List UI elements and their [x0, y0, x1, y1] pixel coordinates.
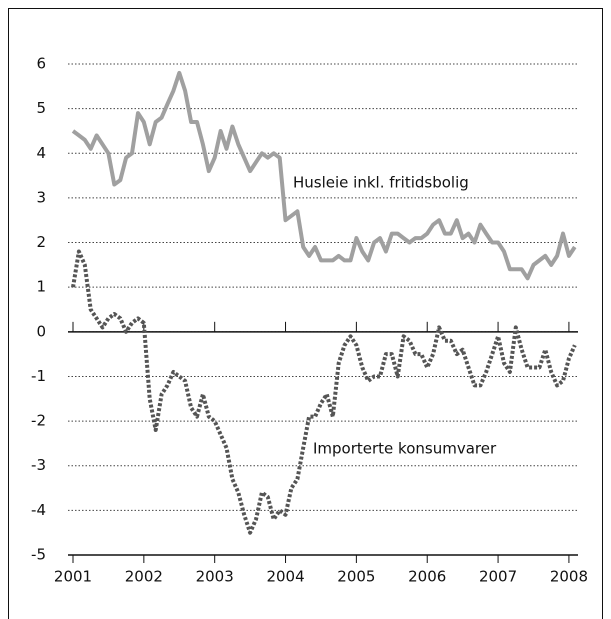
y-tick-label: 1	[36, 278, 46, 296]
series-line	[71, 70, 577, 281]
x-tick-label: 2007	[479, 568, 517, 586]
y-tick-label: 4	[36, 144, 46, 162]
frame	[8, 8, 603, 619]
y-tick-label: -4	[31, 501, 46, 519]
x-tick-label: 2006	[408, 568, 446, 586]
series-label: Husleie inkl. fritidsbolig	[293, 174, 469, 192]
x-tick-label: 2003	[196, 568, 234, 586]
y-tick-label: 3	[36, 188, 46, 206]
x-tick-label: 2001	[54, 568, 92, 586]
series-label: Importerte konsumvarer	[313, 440, 497, 458]
y-tick-label: 6	[36, 55, 46, 73]
x-tick-label: 2005	[337, 568, 375, 586]
y-tick-label: 0	[36, 322, 46, 340]
series-line	[71, 249, 577, 535]
y-tick-label: -2	[31, 412, 46, 430]
x-tick-label: 2004	[266, 568, 304, 586]
y-tick-label: -5	[31, 546, 46, 564]
y-tick-label: -1	[31, 367, 46, 385]
y-tick-label: 5	[36, 99, 46, 117]
y-tick-label: 2	[36, 233, 46, 251]
y-tick-label: -3	[31, 456, 46, 474]
x-tick-label: 2008	[550, 568, 588, 586]
x-tick-label: 2002	[125, 568, 163, 586]
